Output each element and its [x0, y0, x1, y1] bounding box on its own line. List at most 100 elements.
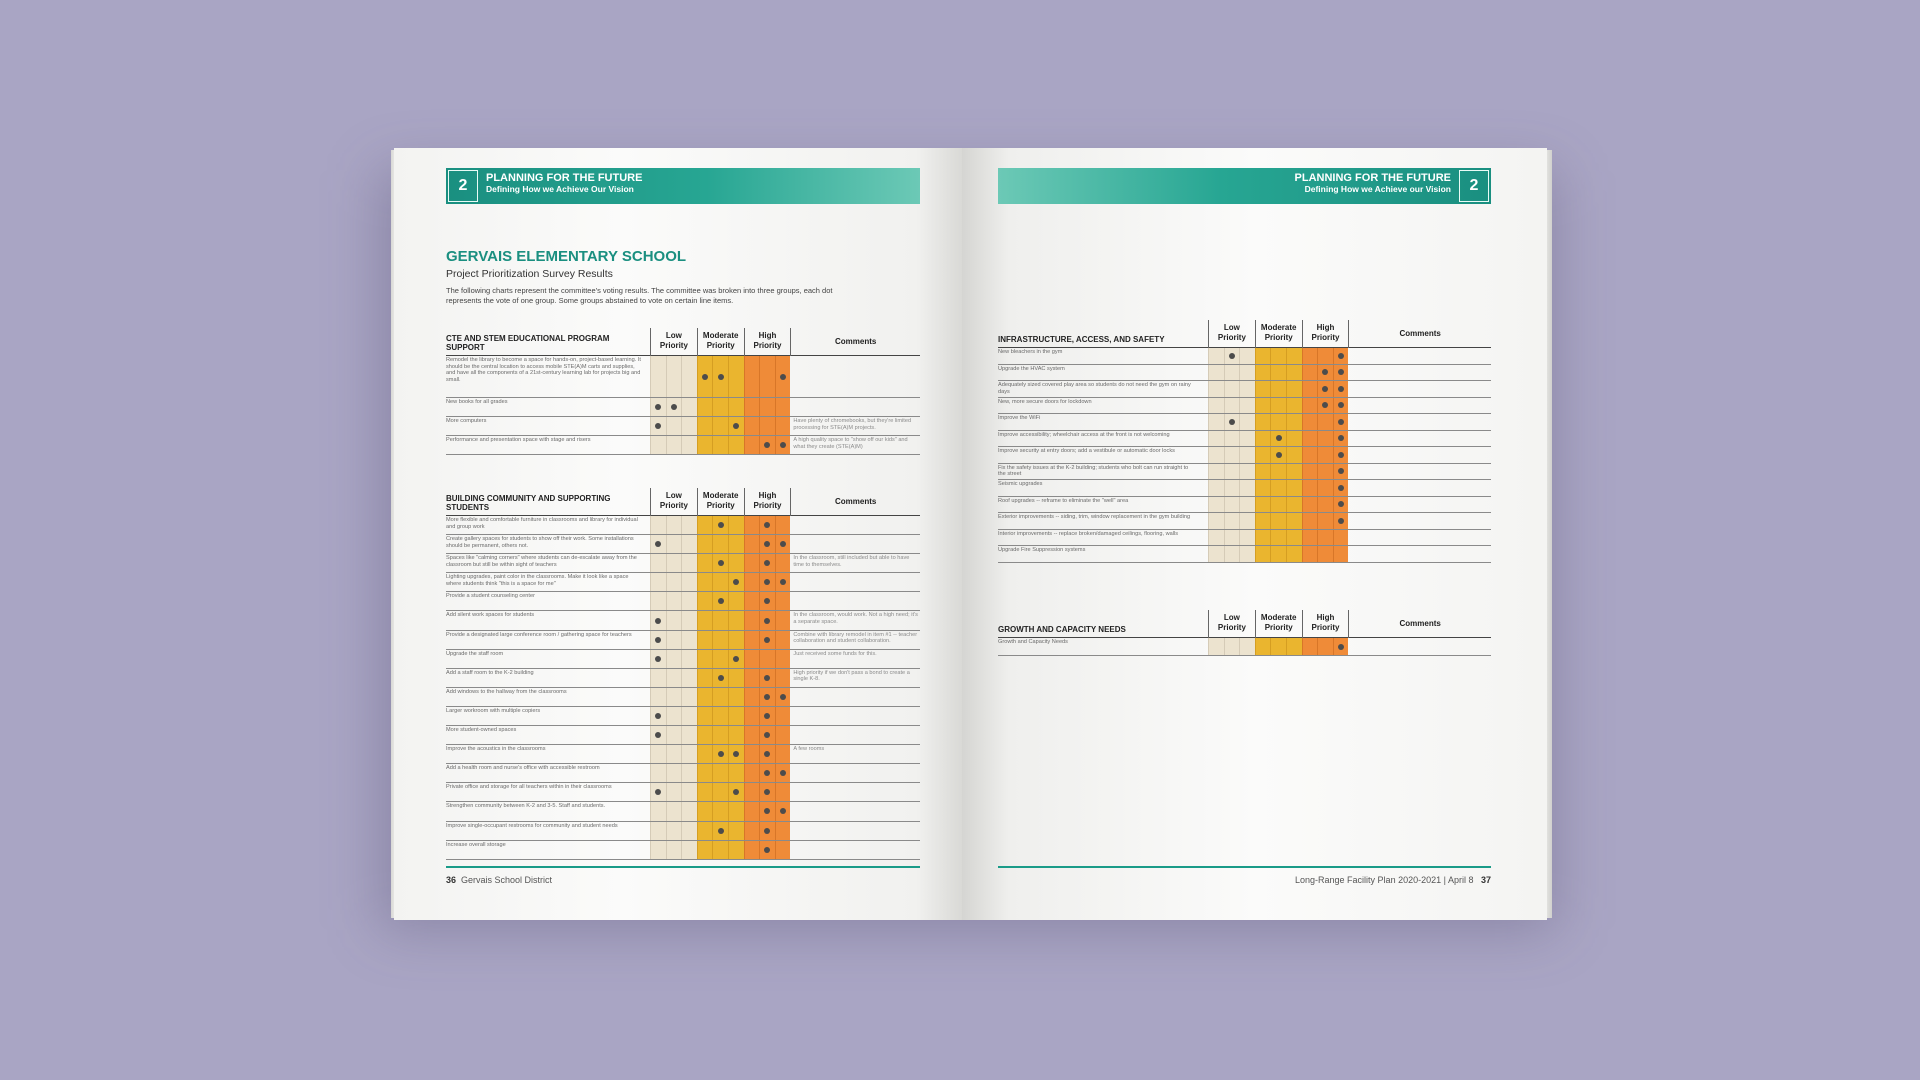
vote-cell — [1332, 480, 1349, 496]
vote-cell — [743, 573, 760, 592]
vote-cell — [1286, 463, 1302, 479]
vote-cell — [759, 764, 775, 783]
vote-cell — [1239, 364, 1255, 380]
vote-cell — [743, 417, 760, 435]
vote-cell — [712, 535, 728, 554]
vote-dot — [780, 541, 787, 548]
vote-cell — [650, 398, 666, 416]
vote-cell — [728, 630, 744, 649]
row-comment — [1351, 498, 1491, 514]
table-row: Larger workroom with multiple copiers — [446, 706, 920, 727]
vote-cell — [681, 687, 697, 706]
vote-cell — [728, 687, 744, 706]
vote-cell — [650, 535, 666, 554]
vote-cell — [1208, 414, 1224, 430]
vote-cell — [696, 630, 713, 649]
row-comment — [1351, 531, 1491, 547]
vote-cell — [1332, 364, 1349, 380]
vote-dot — [1338, 517, 1345, 524]
row-comment — [793, 574, 920, 592]
vote-cell — [1254, 546, 1271, 562]
vote-cell — [743, 649, 760, 668]
vote-dot — [733, 789, 740, 796]
row-comment — [1351, 481, 1491, 497]
vote-cell — [1301, 364, 1318, 380]
table-row: Private office and storage for all teach… — [446, 783, 920, 803]
row-label: Provide a designated large conference ro… — [446, 631, 632, 638]
vote-dot — [655, 404, 662, 410]
vote-dot — [764, 522, 771, 529]
vote-dot — [1322, 402, 1329, 409]
vote-cell — [1254, 638, 1271, 655]
vote-cell — [728, 706, 744, 726]
vote-cell — [650, 840, 666, 859]
vote-cell — [1239, 496, 1255, 512]
row-comment — [793, 803, 920, 821]
vote-cell — [1301, 397, 1318, 413]
vote-cell — [665, 573, 682, 592]
vote-cell — [1254, 496, 1271, 512]
vote-dot — [655, 541, 662, 548]
table-row: Upgrade the HVAC system — [998, 364, 1491, 381]
table-row: Remodel the library to become a space fo… — [446, 356, 920, 398]
vote-cell — [1317, 480, 1333, 496]
row-comment: Just received some funds for this. — [793, 650, 877, 657]
vote-cell — [728, 417, 744, 435]
vote-cell — [1270, 496, 1286, 512]
table-row: New bleachers in the gym — [998, 348, 1491, 365]
row-comment — [1351, 415, 1491, 431]
vote-cell — [1270, 414, 1286, 430]
section-title: BUILDING COMMUNITY AND SUPPORTING STUDEN… — [446, 494, 611, 512]
vote-cell — [728, 573, 744, 592]
vote-cell — [759, 840, 775, 859]
footer-rule — [446, 866, 920, 868]
vote-dot — [733, 655, 740, 662]
vote-cell — [1301, 447, 1318, 463]
row-label: Improve single-occupant restrooms for co… — [446, 822, 618, 829]
vote-cell — [665, 821, 682, 840]
table-row: Spaces like "calming corners" where stud… — [446, 554, 920, 574]
row-comment: Combine with library remodel in item #1 … — [793, 631, 918, 645]
table-row: Create gallery spaces for students to sh… — [446, 535, 920, 555]
vote-dot — [780, 808, 787, 815]
row-comment: In the classroom, still included but abl… — [793, 555, 910, 568]
row-comment — [1351, 349, 1491, 365]
vote-cell — [1223, 480, 1240, 496]
vote-cell — [1223, 381, 1240, 397]
vote-dot — [655, 655, 662, 662]
vote-cell — [1239, 381, 1255, 397]
low-priority-header: Low Priority — [1208, 320, 1255, 348]
vote-cell — [1239, 480, 1255, 496]
vote-cell — [1208, 447, 1224, 463]
vote-cell — [681, 398, 697, 416]
vote-cell — [712, 554, 728, 573]
vote-dot — [655, 732, 662, 739]
vote-cell — [650, 630, 666, 649]
section-number: 2 — [448, 170, 478, 202]
row-label: Increase overall storage — [446, 841, 506, 848]
vote-cell — [696, 398, 713, 416]
table-row: Exterior improvements -- siding, trim, w… — [998, 513, 1491, 530]
vote-dot — [1322, 385, 1329, 392]
vote-dot — [655, 712, 662, 719]
vote-cell — [1286, 513, 1302, 529]
vote-cell — [650, 436, 666, 454]
vote-cell — [712, 417, 728, 435]
vote-cell — [1223, 364, 1240, 380]
vote-cell — [696, 592, 713, 611]
vote-cell — [1254, 381, 1271, 397]
vote-dot — [1338, 451, 1345, 458]
vote-cell — [681, 745, 697, 764]
row-comment — [793, 842, 920, 860]
vote-dot — [655, 423, 662, 429]
vote-cell — [1239, 430, 1255, 446]
vote-cell — [665, 516, 682, 535]
vote-dot — [764, 789, 771, 796]
table-row: Strengthen community between K-2 and 3-5… — [446, 802, 920, 822]
row-label: Create gallery spaces for students to sh… — [446, 536, 634, 549]
vote-cell — [650, 573, 666, 592]
table-header: GROWTH AND CAPACITY NEEDS Low Priority Mod… — [998, 610, 1491, 638]
vote-cell — [728, 840, 744, 859]
comments-header: Comments — [790, 488, 920, 516]
vote-cell — [774, 783, 791, 802]
